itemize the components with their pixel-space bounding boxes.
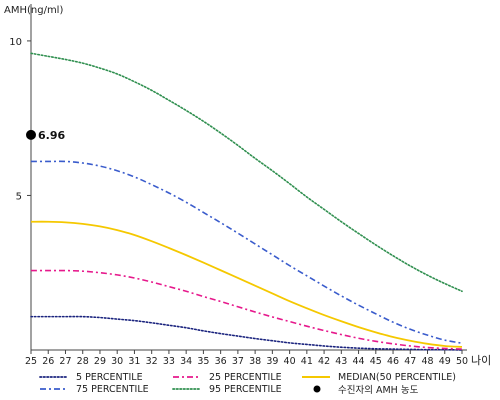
legend-label: 5 PERCENTILE bbox=[76, 371, 143, 383]
x-tick-label: 34 bbox=[180, 356, 192, 367]
legend-swatch bbox=[172, 388, 202, 390]
series-line-5-percentile bbox=[30, 315, 463, 351]
legend-item-95-percentile: 95 PERCENTILE bbox=[171, 383, 282, 395]
legend-swatch bbox=[302, 376, 330, 378]
series-line-median-50-percentile bbox=[30, 220, 463, 348]
patient-amh-value-label: 6.96 bbox=[38, 129, 65, 142]
x-tick-label: 26 bbox=[42, 356, 54, 367]
legend-item-75-percentile: 75 PERCENTILE bbox=[38, 383, 149, 395]
x-tick-label: 44 bbox=[353, 356, 365, 367]
x-tick-label: 40 bbox=[284, 356, 296, 367]
x-tick-label: 43 bbox=[335, 356, 347, 367]
x-tick-label: 41 bbox=[301, 356, 313, 367]
legend-dot-marker bbox=[313, 385, 321, 393]
y-tick-label: 10 bbox=[9, 37, 22, 48]
legend-item-25-percentile: 25 PERCENTILE bbox=[171, 371, 282, 383]
x-tick-label: 36 bbox=[215, 356, 227, 367]
x-tick-label: 46 bbox=[387, 356, 399, 367]
x-tick-label: 28 bbox=[77, 356, 89, 367]
x-axis-label: 나이 bbox=[471, 354, 491, 367]
x-tick-label: 50 bbox=[456, 356, 468, 367]
x-tick-label: 42 bbox=[318, 356, 330, 367]
legend-swatch bbox=[173, 376, 201, 378]
y-tick-label: 5 bbox=[16, 191, 22, 202]
x-tick-label: 31 bbox=[128, 356, 140, 367]
chart-canvas: AMH(ng/ml) 5 10 25 26 27 28 29 30 31 32 33 34 35 36 37 3… bbox=[4, 4, 491, 367]
x-tick-label: 29 bbox=[94, 356, 106, 367]
x-tick-label: 35 bbox=[197, 356, 209, 367]
legend-item-5-percentile: 5 PERCENTILE bbox=[38, 371, 143, 383]
chart-legend: 5 PERCENTILE 25 PERCENTILE MEDIAN(50 PERCE… bbox=[38, 371, 498, 397]
y-axis-label: AMH(ng/ml) bbox=[4, 5, 63, 16]
patient-amh-point bbox=[26, 129, 36, 140]
legend-swatch bbox=[39, 376, 69, 378]
x-tick-label: 49 bbox=[439, 356, 451, 367]
series-line-25-percentile bbox=[31, 269, 463, 350]
x-tick-label: 25 bbox=[25, 356, 37, 367]
legend-label: 수진자의 AMH 농도 bbox=[338, 385, 419, 396]
series-line-75-percentile bbox=[30, 160, 463, 344]
x-tick-label: 37 bbox=[232, 356, 244, 367]
x-tick-label: 48 bbox=[421, 356, 433, 367]
legend-swatch bbox=[313, 385, 321, 393]
x-tick-label: 38 bbox=[249, 356, 261, 367]
legend-label: 25 PERCENTILE bbox=[209, 371, 282, 383]
legend-label: MEDIAN(50 PERCENTILE) bbox=[338, 371, 456, 383]
legend-label: 95 PERCENTILE bbox=[209, 383, 282, 395]
series-line-95-percentile bbox=[30, 52, 463, 293]
x-tick-label: 32 bbox=[146, 356, 158, 367]
x-tick-label: 39 bbox=[266, 356, 278, 367]
legend-item-median-50-percentile: MEDIAN(50 PERCENTILE) bbox=[300, 371, 456, 383]
x-tick-label: 27 bbox=[59, 356, 71, 367]
x-tick-label: 33 bbox=[163, 356, 175, 367]
legend-item-amh: 수진자의 AMH 농도 bbox=[300, 383, 419, 396]
x-tick-label: 45 bbox=[370, 356, 382, 367]
x-tick-label: 47 bbox=[404, 356, 416, 367]
legend-swatch bbox=[40, 388, 68, 390]
x-tick-label: 30 bbox=[111, 356, 123, 367]
legend-label: 75 PERCENTILE bbox=[76, 383, 149, 395]
